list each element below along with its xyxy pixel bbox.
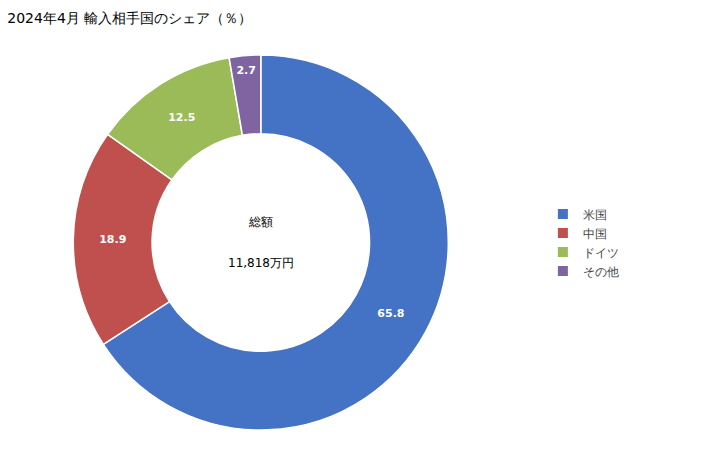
svg-text:総額: 総額 bbox=[248, 215, 273, 229]
svg-text:ドイツ: ドイツ bbox=[583, 246, 619, 260]
svg-text:12.5: 12.5 bbox=[168, 111, 195, 124]
svg-text:その他: その他 bbox=[583, 265, 619, 279]
svg-text:65.8: 65.8 bbox=[377, 307, 404, 320]
svg-text:米国: 米国 bbox=[583, 208, 607, 222]
svg-text:2024年4月 輸入相手国のシェア（％）: 2024年4月 輸入相手国のシェア（％） bbox=[7, 10, 252, 26]
svg-text:11,818万円: 11,818万円 bbox=[228, 256, 294, 270]
svg-text:中国: 中国 bbox=[583, 227, 607, 241]
svg-text:18.9: 18.9 bbox=[99, 233, 126, 246]
svg-text:2.7: 2.7 bbox=[236, 64, 256, 77]
